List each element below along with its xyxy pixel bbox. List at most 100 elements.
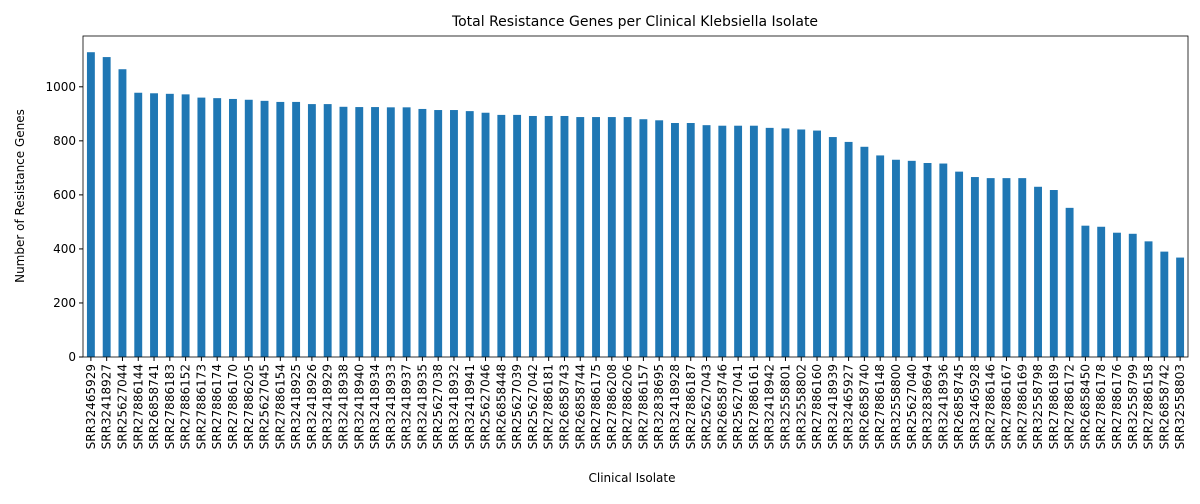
- x-tick-label: SRR32838695: [652, 364, 666, 449]
- x-tick-label: SRR27886161: [747, 364, 761, 449]
- bar: [986, 178, 995, 357]
- x-tick-label: SRR32465928: [968, 364, 982, 449]
- x-tick-label: SRR27886181: [542, 364, 556, 449]
- bar: [465, 111, 474, 357]
- x-tick-label: SRR25627042: [526, 364, 540, 449]
- bar: [434, 110, 443, 357]
- x-tick-label: SRR32558800: [889, 364, 903, 449]
- x-tick-label: SRR25627046: [479, 364, 493, 449]
- bar: [639, 119, 648, 357]
- x-tick-label: SRR32418935: [415, 364, 429, 449]
- x-tick-label: SRR25627040: [905, 364, 919, 449]
- x-tick-label: SRR25627043: [700, 364, 714, 449]
- x-tick-label: SRR27886157: [636, 364, 650, 449]
- x-tick-label: SRR26858740: [857, 364, 871, 449]
- y-tick-label: 600: [53, 188, 76, 202]
- bar: [528, 115, 537, 357]
- x-tick-label: SRR32418939: [826, 364, 840, 449]
- x-tick-label: SRR27886148: [873, 364, 887, 449]
- x-tick-label: SRR32558803: [1173, 364, 1187, 449]
- x-tick-label: SRR27886187: [684, 364, 698, 449]
- x-tick-label: SRR27886183: [163, 364, 177, 449]
- bar: [623, 117, 632, 357]
- bar: [671, 123, 679, 357]
- y-tick-label: 1000: [45, 80, 76, 94]
- bar: [923, 162, 932, 357]
- x-tick-label: SRR32418940: [352, 364, 366, 449]
- x-tick-label: SRR27886206: [621, 364, 635, 449]
- bar: [339, 106, 348, 357]
- x-tick-label: SRR26858744: [573, 364, 587, 449]
- x-tick-label: SRR32418937: [400, 364, 414, 449]
- bar: [718, 125, 727, 358]
- y-tick-label: 0: [68, 350, 76, 364]
- bar: [686, 123, 695, 357]
- bar: [307, 104, 316, 357]
- x-tick-label: SRR27886167: [999, 364, 1013, 449]
- x-tick-label: SRR27886172: [1063, 364, 1077, 449]
- x-tick-label: SRR26858742: [1157, 364, 1171, 449]
- x-tick-label: SRR26858745: [952, 364, 966, 449]
- x-tick-label: SRR27886158: [1142, 364, 1156, 449]
- bar: [386, 107, 395, 357]
- bar: [1065, 207, 1074, 357]
- x-tick-label: SRR32418925: [289, 364, 303, 449]
- x-tick-label: SRR25627038: [431, 364, 445, 449]
- x-tick-label: SRR25627044: [115, 364, 129, 449]
- bar: [323, 104, 332, 357]
- bar: [734, 125, 743, 358]
- bar: [907, 160, 916, 357]
- bar: [165, 93, 174, 357]
- x-tick-label: SRR32465927: [842, 364, 856, 449]
- bar: [702, 125, 711, 358]
- plot-frame: [82, 35, 1189, 358]
- bar: [560, 115, 569, 357]
- bar: [592, 117, 600, 357]
- bar: [1081, 225, 1090, 357]
- x-tick-label: SRR27886144: [131, 364, 145, 449]
- bar: [970, 177, 979, 357]
- x-tick-label: SRR32558801: [778, 364, 792, 449]
- x-tick-label: SRR27886160: [810, 364, 824, 449]
- bar: [86, 52, 95, 357]
- x-tick-label: SRR32418941: [463, 364, 477, 449]
- x-tick-label: SRR27886189: [1047, 364, 1061, 449]
- bar: [418, 108, 427, 357]
- bar: [1097, 226, 1106, 357]
- x-tick-label: SRR26858448: [494, 364, 508, 449]
- bar: [402, 107, 411, 357]
- y-tick-label: 800: [53, 134, 76, 148]
- x-tick-label: SRR27886176: [1110, 364, 1124, 449]
- x-tick-label: SRR32418942: [763, 364, 777, 449]
- bar: [118, 69, 127, 357]
- bar: [544, 115, 553, 357]
- bar: [813, 130, 821, 357]
- x-tick-label: SRR32838694: [921, 364, 935, 449]
- bar: [1018, 178, 1027, 357]
- chart-title: Total Resistance Genes per Clinical Kleb…: [451, 14, 818, 30]
- bar: [1128, 233, 1137, 357]
- x-tick-label: SRR27886169: [1015, 364, 1029, 449]
- x-tick-label: SRR32465929: [84, 364, 98, 449]
- bar: [1049, 190, 1058, 357]
- x-tick-label: SRR27886173: [194, 364, 208, 449]
- bar: [197, 97, 206, 357]
- x-tick-label: SRR32558799: [1126, 364, 1140, 449]
- bar: [655, 120, 664, 357]
- bar: [955, 171, 964, 357]
- bar: [1034, 186, 1042, 357]
- x-tick-label: SRR32418928: [668, 364, 682, 449]
- x-tick-label: SRR25627039: [510, 364, 524, 449]
- bar: [939, 163, 948, 357]
- x-tick-label: SRR27886175: [589, 364, 603, 449]
- x-tick-label: SRR32418932: [447, 364, 461, 449]
- bar: [1160, 251, 1169, 357]
- bar: [781, 128, 790, 357]
- bar: [765, 127, 774, 358]
- bar: [260, 100, 269, 358]
- bar: [576, 117, 585, 357]
- bar: [876, 155, 885, 357]
- x-tick-label: SRR25627045: [258, 364, 272, 449]
- bar: [860, 146, 869, 357]
